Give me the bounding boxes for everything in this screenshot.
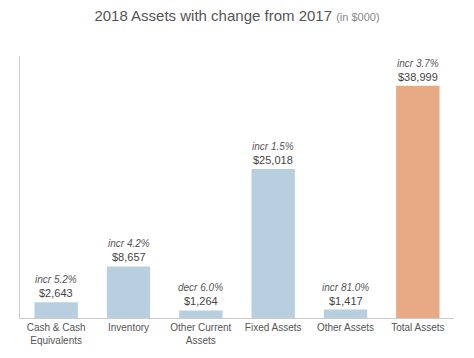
svg-text:incr 3.7%: incr 3.7%	[397, 58, 439, 69]
svg-text:$38,999: $38,999	[398, 71, 438, 83]
svg-text:$1,264: $1,264	[184, 295, 218, 307]
svg-text:Other CurrentAssets: Other CurrentAssets	[170, 322, 231, 346]
svg-text:Cash & CashEquivalents: Cash & CashEquivalents	[27, 322, 86, 346]
svg-text:$8,657: $8,657	[112, 251, 146, 263]
svg-text:Other Assets: Other Assets	[317, 322, 374, 333]
svg-text:$1,417: $1,417	[329, 295, 363, 307]
svg-text:incr 81.0%: incr 81.0%	[322, 282, 369, 293]
svg-text:incr 5.2%: incr 5.2%	[35, 274, 77, 285]
svg-text:Inventory: Inventory	[108, 322, 149, 333]
svg-text:Fixed Assets: Fixed Assets	[245, 322, 302, 333]
svg-text:Total Assets: Total Assets	[391, 322, 444, 333]
svg-text:incr 1.5%: incr 1.5%	[252, 141, 294, 152]
svg-text:incr 4.2%: incr 4.2%	[108, 238, 150, 249]
svg-text:decr 6.0%: decr 6.0%	[178, 282, 223, 293]
svg-text:$25,018: $25,018	[253, 154, 293, 166]
svg-text:$2,643: $2,643	[39, 287, 73, 299]
svg-text:2018 Assets with change from 2: 2018 Assets with change from 2017 (in $0…	[94, 7, 379, 24]
